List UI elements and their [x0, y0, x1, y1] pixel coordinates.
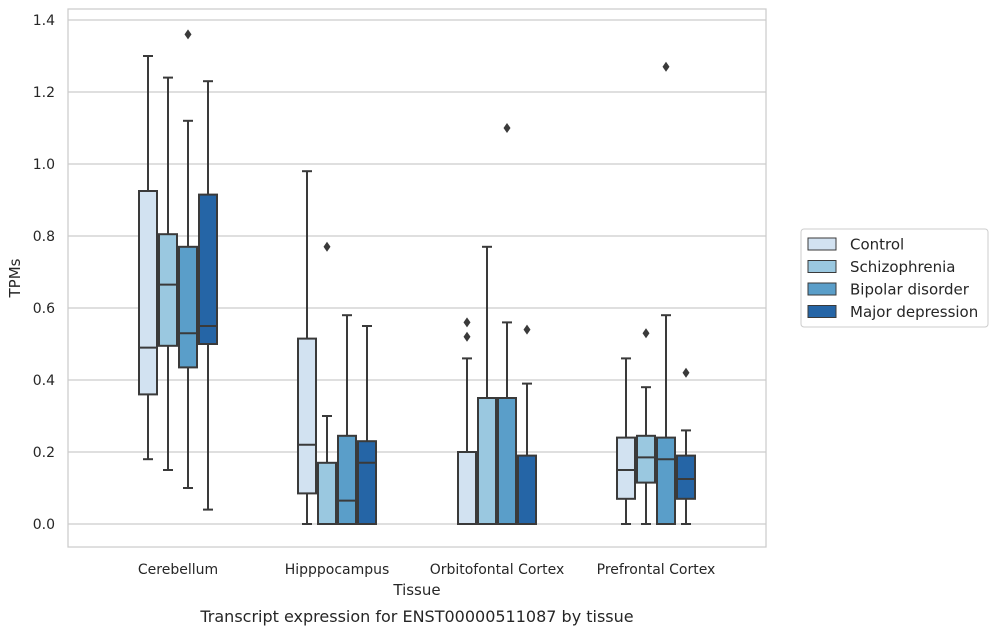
box-iqr: [138, 190, 158, 396]
y-tick-label: 0.2: [33, 445, 55, 461]
outlier-point: [503, 123, 511, 133]
box-1-0: [297, 170, 317, 525]
box-iqr: [477, 397, 497, 525]
box-0-0: [138, 55, 158, 461]
x-axis-label: Tissue: [392, 581, 440, 599]
y-tick-label: 0.6: [33, 301, 55, 317]
box-iqr: [158, 233, 178, 347]
plot-area-frame: [67, 8, 767, 548]
legend-label: Bipolar disorder: [850, 281, 970, 299]
box-iqr: [317, 461, 337, 525]
x-tick-label: Orbitofontal Cortex: [430, 562, 565, 578]
outlier-point: [662, 61, 670, 72]
x-tick-label: Hipppocampus: [285, 562, 390, 578]
box-iqr: [656, 436, 676, 526]
box-0-1: [158, 76, 178, 471]
y-tick-label: 1.4: [33, 13, 55, 29]
y-tick-label: 0.8: [33, 229, 55, 245]
box-3-1: [636, 328, 656, 525]
box-iqr: [517, 454, 537, 526]
box-iqr: [636, 434, 656, 484]
y-axis-ticks: 0.0 0.2 0.4 0.6 0.8 1.0 1.2 1.4: [33, 13, 55, 533]
box-iqr: [457, 451, 477, 525]
legend-frame: [800, 228, 989, 328]
x-tick-label: Cerebellum: [138, 562, 218, 578]
y-tick-label: 1.0: [33, 157, 55, 173]
box-3-2: [656, 61, 676, 526]
y-tick-label: 1.2: [33, 85, 55, 101]
box-1-2: [337, 314, 357, 525]
box-plot-series: [138, 29, 696, 526]
box-2-2: [497, 123, 517, 525]
outlier-point: [642, 328, 650, 339]
box-iqr: [337, 434, 357, 525]
outlier-point: [463, 331, 471, 342]
legend-label: Schizophrenia: [850, 258, 955, 276]
outlier-point: [323, 241, 331, 252]
box-iqr: [297, 337, 317, 495]
y-axis-label: TPMs: [6, 258, 24, 298]
box-0-3: [198, 80, 218, 511]
legend-swatch: [807, 260, 837, 273]
legend-swatch: [807, 305, 837, 318]
box-3-3: [676, 367, 696, 525]
legend-swatch: [807, 282, 837, 296]
outlier-point: [523, 324, 531, 335]
outlier-point: [184, 29, 192, 40]
x-axis-ticks: Cerebellum Hipppocampus Orbitofontal Corte…: [138, 562, 715, 578]
outlier-point: [463, 317, 471, 328]
legend-swatch: [807, 237, 837, 251]
box-iqr: [497, 397, 517, 525]
chart-caption: Transcript expression for ENST0000051108…: [199, 607, 633, 626]
box-2-0: [457, 317, 477, 525]
box-2-3: [517, 324, 537, 526]
box-0-2: [178, 29, 198, 489]
box-iqr: [616, 436, 636, 500]
legend-label: Major depression: [850, 303, 978, 321]
y-tick-label: 0.0: [33, 517, 55, 533]
box-iqr: [676, 454, 696, 500]
box-2-1: [477, 245, 497, 525]
box-iqr: [178, 245, 198, 369]
box-iqr: [198, 193, 218, 345]
x-tick-label: Prefrontal Cortex: [597, 562, 716, 578]
box-1-1: [317, 241, 337, 525]
y-tick-label: 0.4: [33, 373, 55, 389]
box-1-3: [357, 325, 377, 526]
legend-label: Control: [850, 236, 904, 254]
box-3-0: [616, 357, 636, 525]
legend: Control Schizophrenia Bipolar disorder Majo…: [800, 228, 989, 328]
box-iqr: [357, 440, 377, 526]
outlier-point: [682, 367, 690, 378]
